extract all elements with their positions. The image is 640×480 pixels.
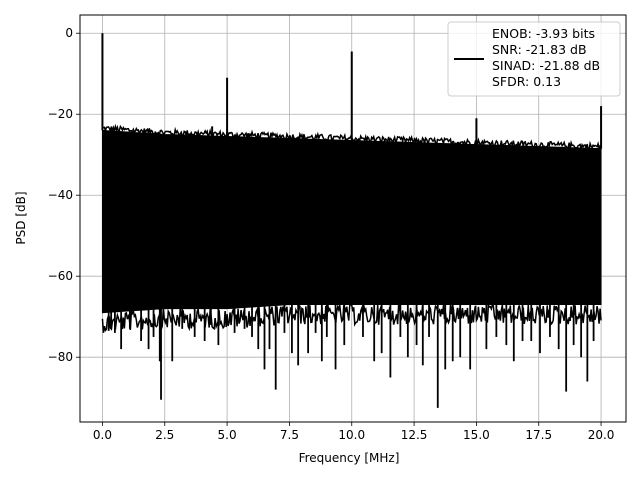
x-tick-label: 10.0	[338, 428, 365, 442]
x-tick-label: 20.0	[588, 428, 615, 442]
plot-frame	[79, 14, 627, 423]
x-axis-ticks: 0.0 2.5 5.0 7.5 10.0 12.5 15.0 17.5 20.0	[93, 422, 615, 442]
x-tick-label: 12.5	[401, 428, 428, 442]
y-axis-label: PSD [dB]	[14, 191, 28, 244]
y-tick-label: −60	[48, 269, 73, 283]
y-tick-label: −80	[48, 350, 73, 364]
x-tick-label: 2.5	[155, 428, 174, 442]
x-tick-label: 17.5	[525, 428, 552, 442]
x-tick-label: 7.5	[280, 428, 299, 442]
y-tick-label: 0	[65, 26, 73, 40]
y-axis-ticks: 0 −20 −40 −60 −80	[48, 26, 80, 364]
x-tick-label: 5.0	[218, 428, 237, 442]
psd-series	[101, 33, 603, 408]
noise-lower-edge	[101, 302, 602, 333]
x-tick-label: 0.0	[93, 428, 112, 442]
noise-band	[101, 129, 602, 314]
legend-sinad: SINAD: -21.88 dB	[492, 58, 600, 73]
legend-snr: SNR: -21.83 dB	[492, 42, 587, 57]
legend-enob: ENOB: -3.93 bits	[492, 26, 595, 41]
x-axis-label: Frequency [MHz]	[299, 451, 400, 465]
legend-sfdr: SFDR: 0.13	[492, 74, 561, 89]
y-tick-label: −20	[48, 107, 73, 121]
legend: ENOB: -3.93 bits SNR: -21.83 dB SINAD: -…	[447, 21, 621, 97]
x-tick-label: 15.0	[463, 428, 490, 442]
y-tick-label: −40	[48, 188, 73, 202]
legend-box	[447, 21, 621, 97]
